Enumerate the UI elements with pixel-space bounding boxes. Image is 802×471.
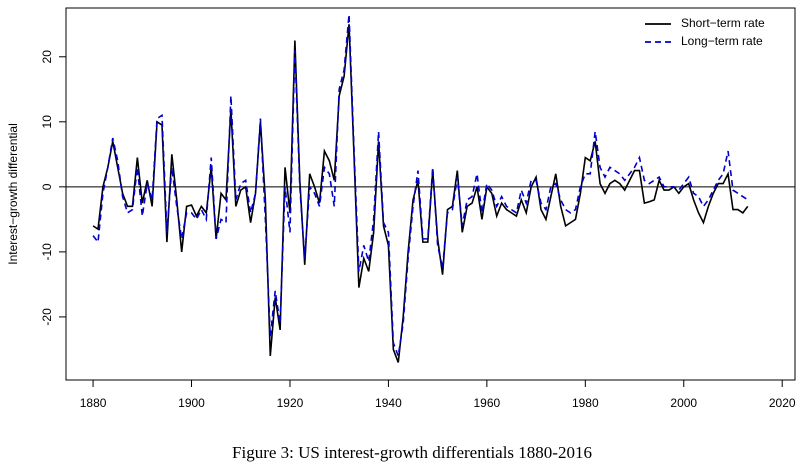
x-tick-label: 1940 bbox=[375, 396, 402, 410]
y-tick-label: 0 bbox=[40, 183, 54, 190]
legend-label: Short−term rate bbox=[681, 16, 765, 30]
x-tick-label: 2020 bbox=[769, 396, 796, 410]
series-line bbox=[92, 24, 749, 363]
y-tick-label: 10 bbox=[40, 115, 54, 129]
plot-frame bbox=[65, 7, 796, 381]
series-line bbox=[92, 14, 749, 360]
x-tick-label: 1980 bbox=[572, 396, 599, 410]
caption: Figure 3: US interest-growth differentia… bbox=[232, 443, 592, 462]
x-tick-label: 1960 bbox=[474, 396, 501, 410]
y-tick-label: -20 bbox=[40, 308, 54, 326]
x-tick-label: 1880 bbox=[80, 396, 107, 410]
x-tick-label: 1900 bbox=[178, 396, 205, 410]
x-tick-label: 1920 bbox=[277, 396, 304, 410]
y-tick-label: 20 bbox=[40, 50, 54, 64]
legend-label: Long−term rate bbox=[681, 34, 763, 48]
x-tick-label: 2000 bbox=[670, 396, 697, 410]
y-axis-label: Interest−growth differential bbox=[6, 123, 20, 265]
y-tick-label: -10 bbox=[40, 243, 54, 261]
